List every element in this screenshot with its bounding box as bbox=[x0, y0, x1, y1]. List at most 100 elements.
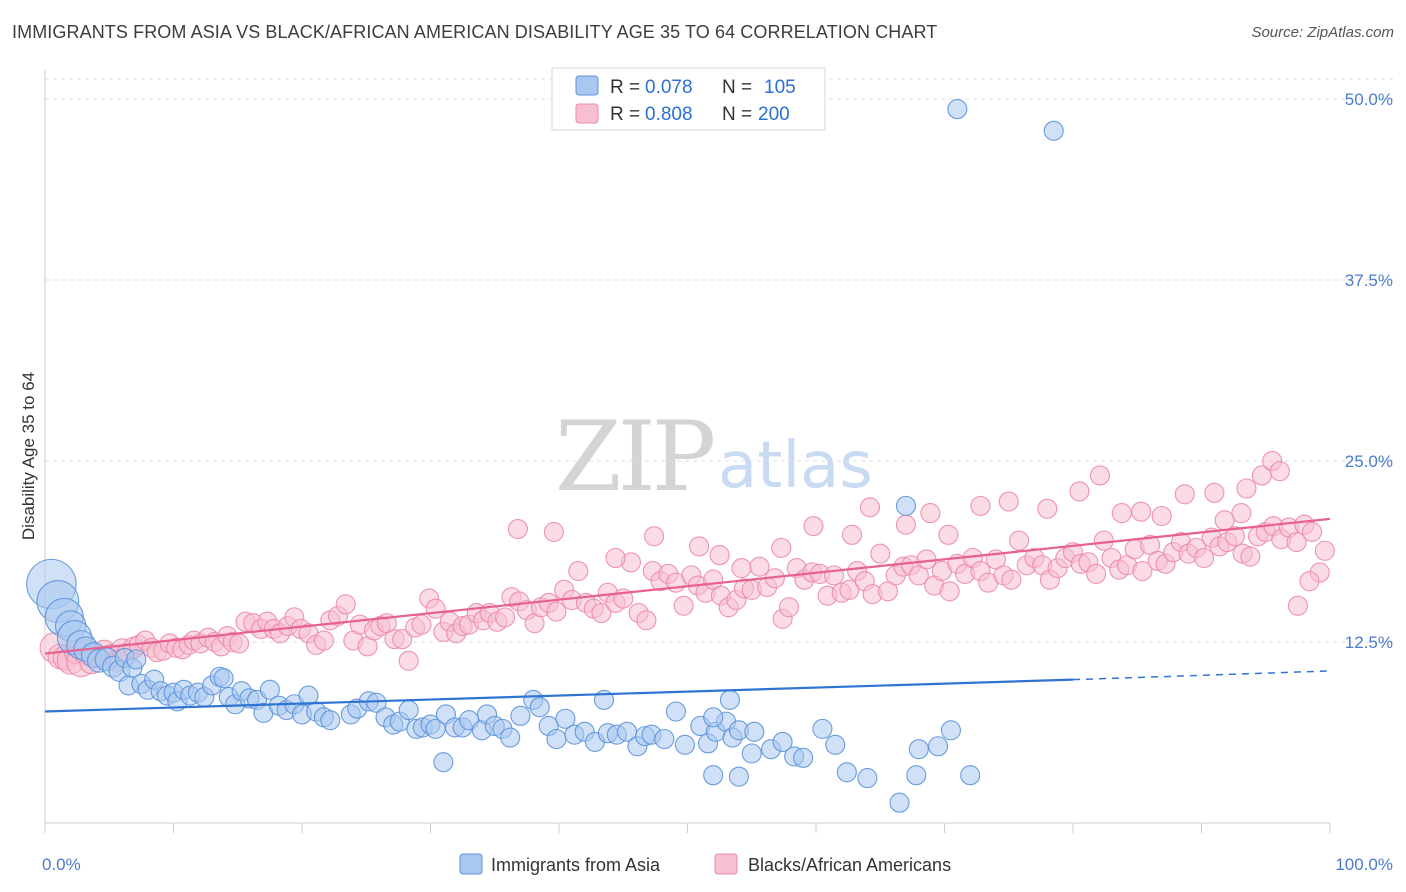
y-tick-label-1: 25.0% bbox=[1345, 452, 1393, 471]
pink-point-46 bbox=[335, 594, 356, 615]
pink-point-204 bbox=[543, 521, 564, 542]
blue-point-98 bbox=[857, 768, 878, 789]
blue-point-110 bbox=[947, 99, 968, 120]
pink-point-185 bbox=[1174, 484, 1195, 505]
trendlines bbox=[44, 517, 1331, 713]
blue-point-44 bbox=[320, 710, 341, 731]
pink-point-191 bbox=[1231, 503, 1252, 524]
watermark-atlas: atlas bbox=[718, 429, 873, 503]
pink-point-88 bbox=[636, 610, 657, 631]
blue-point-109 bbox=[895, 495, 917, 516]
blue-point-114 bbox=[889, 792, 910, 813]
pink-point-79 bbox=[568, 560, 589, 582]
pink-point-200 bbox=[709, 545, 730, 566]
legend-swatch-blue bbox=[575, 75, 599, 96]
pink-point-43 bbox=[313, 630, 334, 651]
blue-point-99 bbox=[908, 739, 929, 760]
y-tick-labels: 12.5% 25.0% 37.5% 50.0% bbox=[1345, 90, 1393, 652]
legend-swatch-pink bbox=[575, 103, 599, 124]
blue-point-94 bbox=[793, 747, 814, 768]
source-credit: Source: ZipAtlas.com bbox=[1251, 24, 1394, 41]
y-tick-label-0: 12.5% bbox=[1345, 633, 1393, 652]
pink-point-179 bbox=[1299, 571, 1320, 592]
pink-point-183 bbox=[1037, 498, 1058, 519]
pink-point-190 bbox=[1269, 461, 1290, 482]
pink-point-194 bbox=[1111, 503, 1132, 524]
pink-point-196 bbox=[920, 503, 941, 524]
legend-r-value-pink: 0.808 bbox=[645, 104, 693, 125]
pink-point-128 bbox=[939, 581, 960, 602]
pink-point-148 bbox=[1093, 530, 1114, 551]
pink-point-93 bbox=[673, 595, 694, 616]
pink-point-82 bbox=[591, 602, 612, 624]
pink-point-208 bbox=[895, 514, 917, 535]
legend-r-label-blue: R = bbox=[610, 77, 640, 98]
pink-point-115 bbox=[839, 579, 860, 600]
watermark-zip: ZIP bbox=[555, 401, 714, 513]
series-blacks-african-americans bbox=[39, 450, 1335, 678]
blue-point-36 bbox=[259, 679, 280, 700]
trendline-blue bbox=[44, 678, 1074, 713]
blue-point-71 bbox=[555, 708, 576, 729]
bottom-legend-swatch-pink bbox=[714, 853, 738, 875]
legend-n-value-blue: 105 bbox=[764, 77, 796, 98]
pink-point-76 bbox=[546, 601, 567, 622]
pink-point-206 bbox=[731, 558, 752, 579]
pink-point-178 bbox=[1287, 595, 1308, 616]
pink-point-184 bbox=[1131, 501, 1152, 522]
blue-point-97 bbox=[836, 762, 857, 783]
chart-title: IMMIGRANTS FROM ASIA VS BLACK/AFRICAN AM… bbox=[12, 22, 938, 42]
blue-point-29 bbox=[213, 668, 234, 689]
legend-r-value-blue: 0.078 bbox=[645, 77, 693, 98]
blue-point-103 bbox=[728, 766, 749, 787]
pink-point-209 bbox=[938, 524, 959, 545]
pink-point-55 bbox=[398, 650, 419, 671]
pink-point-192 bbox=[1214, 510, 1235, 531]
series-legend: Immigrants from Asia Blacks/African Amer… bbox=[459, 853, 951, 875]
x-tick-label-min: 0.0% bbox=[42, 855, 81, 874]
pink-point-193 bbox=[1151, 505, 1172, 527]
blue-point-82 bbox=[665, 701, 686, 722]
stats-legend: R = 0.078 N = 105 R = 0.808 N = 200 bbox=[551, 67, 826, 131]
blue-point-68 bbox=[529, 697, 550, 718]
bottom-legend-swatch-blue bbox=[459, 853, 483, 875]
pink-point-181 bbox=[998, 491, 1019, 512]
watermark: ZIP atlas bbox=[555, 401, 873, 513]
pink-point-103 bbox=[749, 556, 770, 577]
series-immigrants-from-asia bbox=[26, 99, 1064, 813]
pink-point-180 bbox=[1069, 481, 1090, 502]
blue-point-83 bbox=[674, 734, 695, 755]
trendline-blue-dashed bbox=[1072, 670, 1331, 681]
bottom-legend-label-pink: Blacks/African Americans bbox=[748, 855, 951, 875]
pink-point-119 bbox=[870, 543, 891, 564]
pink-point-54 bbox=[392, 629, 413, 650]
legend-n-value-pink: 200 bbox=[758, 104, 790, 125]
pink-point-137 bbox=[1008, 530, 1030, 551]
pink-point-107 bbox=[778, 597, 800, 618]
pink-point-57 bbox=[411, 614, 432, 635]
blue-point-90 bbox=[744, 721, 765, 742]
pink-point-203 bbox=[605, 547, 626, 569]
blue-point-104 bbox=[960, 765, 981, 786]
blue-point-105 bbox=[433, 752, 454, 773]
pink-point-173 bbox=[1286, 532, 1307, 553]
x-tick-label-max: 100.0% bbox=[1335, 855, 1393, 874]
y-tick-label-3: 50.0% bbox=[1345, 90, 1393, 109]
pink-point-161 bbox=[1194, 547, 1215, 569]
blue-point-102 bbox=[741, 743, 762, 764]
legend-r-label-pink: R = bbox=[610, 104, 640, 125]
pink-point-177 bbox=[1314, 540, 1335, 561]
pink-point-198 bbox=[803, 516, 824, 537]
bottom-legend-label-blue: Immigrants from Asia bbox=[491, 855, 661, 875]
pink-point-136 bbox=[1001, 569, 1022, 590]
pink-point-182 bbox=[1089, 465, 1111, 486]
legend-n-label-blue: N = bbox=[722, 77, 752, 98]
pink-point-186 bbox=[1204, 482, 1225, 503]
blue-point-95 bbox=[812, 718, 833, 739]
blue-point-48 bbox=[366, 692, 387, 713]
pink-point-201 bbox=[689, 536, 710, 557]
pink-point-197 bbox=[859, 497, 881, 518]
blue-point-107 bbox=[719, 689, 740, 710]
x-ticks bbox=[44, 823, 1331, 833]
